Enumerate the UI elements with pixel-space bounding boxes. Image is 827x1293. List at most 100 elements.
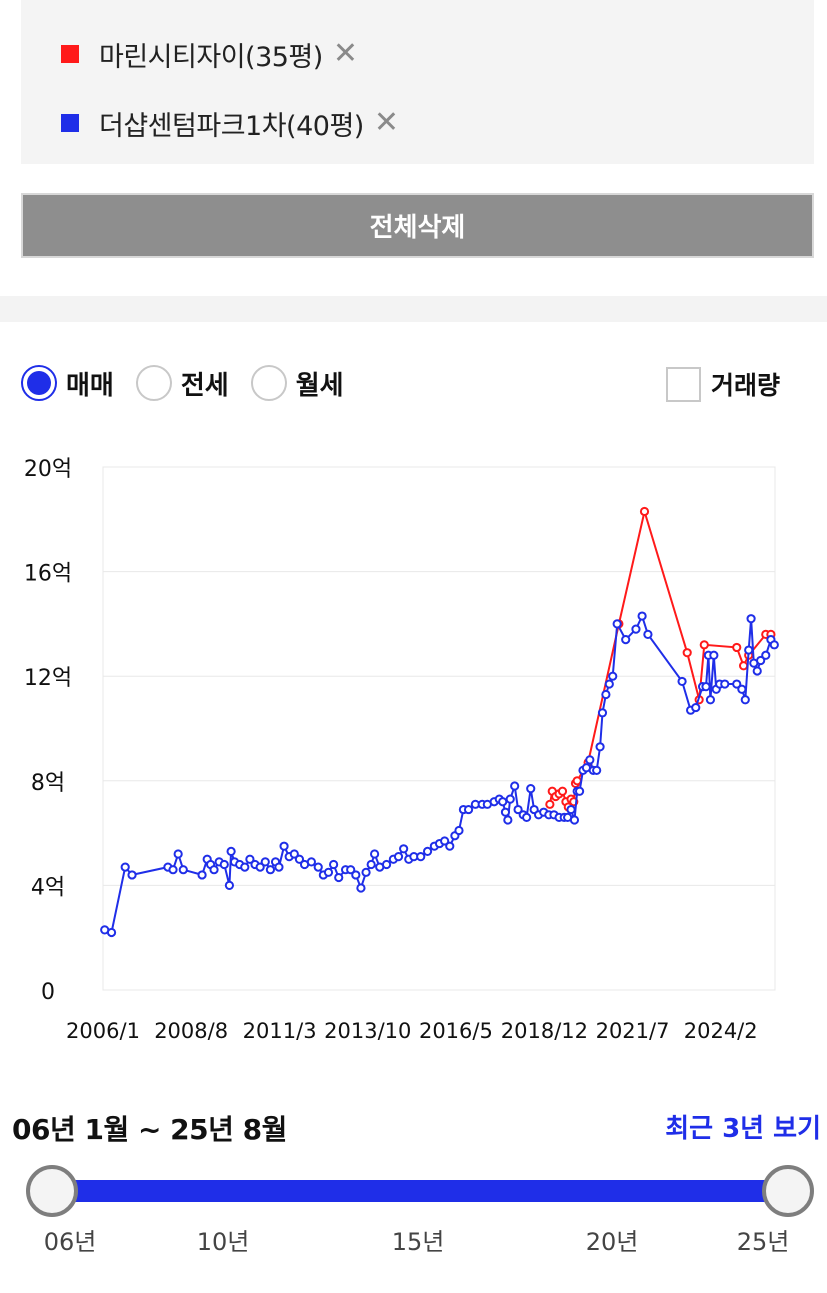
data-point-1 bbox=[445, 841, 455, 851]
recent-3-years-link[interactable]: 최근 3년 보기 bbox=[665, 1114, 821, 1144]
radio-circle-icon bbox=[135, 365, 172, 401]
data-point-1 bbox=[306, 857, 316, 867]
y-tick-label: 4억 bbox=[31, 875, 65, 900]
data-point-1 bbox=[505, 794, 515, 804]
radio-circle-icon bbox=[250, 365, 287, 401]
volume-checkbox[interactable]: 거래량 bbox=[666, 366, 780, 402]
period-slider bbox=[0, 1160, 827, 1220]
compare-list: 마린시티자이(35평) ✕ 더샵센텀파크1차(40평) ✕ bbox=[21, 0, 814, 164]
data-point-1 bbox=[454, 825, 464, 836]
x-tick-label: 2021/7 bbox=[596, 1019, 670, 1043]
data-point-1 bbox=[399, 844, 409, 854]
data-point-0 bbox=[738, 661, 749, 671]
price-line-chart: 0 4억 8억 12억 16억 20억 2006/1 2008/8 2011/3 2013/10 2… bbox=[24, 457, 779, 1043]
data-point-1 bbox=[393, 852, 404, 862]
data-point-1 bbox=[604, 679, 614, 689]
data-point-1 bbox=[361, 867, 371, 877]
data-point-1 bbox=[366, 859, 376, 870]
data-point-1 bbox=[643, 629, 653, 639]
radio-circle-icon bbox=[21, 365, 57, 401]
data-point-1 bbox=[346, 865, 356, 875]
data-point-1 bbox=[732, 679, 742, 689]
data-point-1 bbox=[677, 676, 687, 687]
x-tick-label: 2008/8 bbox=[154, 1019, 228, 1043]
data-point-1 bbox=[240, 862, 250, 872]
radio-label: 매매 bbox=[66, 370, 114, 401]
data-point-1 bbox=[608, 671, 618, 681]
data-point-1 bbox=[637, 611, 647, 621]
data-point-1 bbox=[744, 645, 754, 655]
data-point-1 bbox=[209, 865, 219, 875]
data-point-1 bbox=[612, 619, 622, 629]
data-point-1 bbox=[526, 784, 536, 794]
data-point-1 bbox=[500, 807, 511, 817]
remove-icon[interactable]: ✕ bbox=[332, 36, 358, 71]
data-point-1 bbox=[756, 655, 766, 666]
x-tick-label: 2006/1 bbox=[66, 1019, 140, 1043]
data-point-1 bbox=[120, 862, 130, 872]
radio-label: 전세 bbox=[180, 370, 229, 401]
data-point-1 bbox=[463, 804, 474, 815]
data-point-1 bbox=[289, 849, 299, 859]
data-point-0 bbox=[699, 640, 709, 650]
remove-icon[interactable]: ✕ bbox=[373, 105, 399, 140]
slider-tick-label: 10년 bbox=[196, 1228, 250, 1256]
data-point-1 bbox=[294, 854, 305, 864]
data-point-1 bbox=[503, 815, 513, 825]
data-point-1 bbox=[595, 742, 605, 752]
data-point-1 bbox=[255, 862, 265, 872]
data-point-1 bbox=[245, 854, 255, 864]
data-point-1 bbox=[197, 870, 207, 880]
slider-tick-label: 20년 bbox=[585, 1228, 639, 1256]
data-point-1 bbox=[334, 872, 344, 883]
data-point-0 bbox=[572, 776, 582, 786]
y-tick-label: 8억 bbox=[31, 771, 65, 796]
data-point-1 bbox=[585, 755, 595, 765]
data-point-1 bbox=[566, 804, 576, 815]
section-divider bbox=[0, 296, 827, 322]
y-tick-label: 12억 bbox=[24, 666, 72, 691]
radio-sale[interactable]: 매매 bbox=[21, 365, 114, 402]
delete-all-button[interactable]: 전체삭제 bbox=[21, 193, 814, 258]
compare-item: 더샵센텀파크1차(40평) ✕ bbox=[61, 103, 399, 143]
data-point-1 bbox=[705, 695, 716, 705]
volume-label: 거래량 bbox=[711, 371, 781, 400]
y-tick-label: 16억 bbox=[24, 562, 72, 587]
data-point-1 bbox=[370, 849, 380, 859]
data-point-1 bbox=[746, 614, 756, 624]
data-point-1 bbox=[592, 765, 602, 775]
compare-item-name: 더샵센텀파크1차(40평) bbox=[99, 110, 364, 142]
data-point-1 bbox=[127, 870, 137, 880]
data-point-0 bbox=[557, 786, 568, 796]
radio-monthly-rent[interactable]: 월세 bbox=[250, 365, 344, 402]
data-point-1 bbox=[440, 836, 450, 846]
x-tick-label: 2013/10 bbox=[324, 1019, 411, 1043]
data-point-1 bbox=[621, 634, 631, 645]
slider-end-handle[interactable] bbox=[762, 1165, 814, 1217]
y-tick-label: 0 bbox=[41, 980, 55, 1005]
slider-tick-label: 25년 bbox=[736, 1228, 790, 1256]
data-point-1 bbox=[513, 804, 523, 815]
data-point-1 bbox=[701, 682, 711, 692]
data-point-1 bbox=[416, 852, 426, 862]
data-point-1 bbox=[265, 865, 276, 875]
data-point-1 bbox=[178, 865, 188, 875]
data-point-1 bbox=[173, 849, 183, 859]
data-point-1 bbox=[279, 841, 289, 851]
radio-label: 월세 bbox=[295, 370, 344, 401]
data-point-1 bbox=[709, 650, 719, 660]
data-point-0 bbox=[639, 506, 650, 517]
slider-start-handle[interactable] bbox=[26, 1165, 78, 1217]
slider-track[interactable] bbox=[52, 1180, 788, 1202]
data-point-1 bbox=[351, 870, 361, 880]
x-tick-label: 2024/2 bbox=[684, 1019, 758, 1043]
data-point-1 bbox=[720, 679, 730, 689]
data-point-1 bbox=[569, 815, 580, 825]
data-point-1 bbox=[226, 846, 236, 857]
radio-jeonse[interactable]: 전세 bbox=[135, 365, 229, 402]
series-color-square bbox=[61, 114, 79, 132]
compare-item-name: 마린시티자이(35평) bbox=[99, 41, 323, 73]
data-point-1 bbox=[313, 862, 323, 872]
x-tick-label: 2011/3 bbox=[243, 1019, 317, 1043]
checkbox-square-icon bbox=[666, 366, 701, 402]
